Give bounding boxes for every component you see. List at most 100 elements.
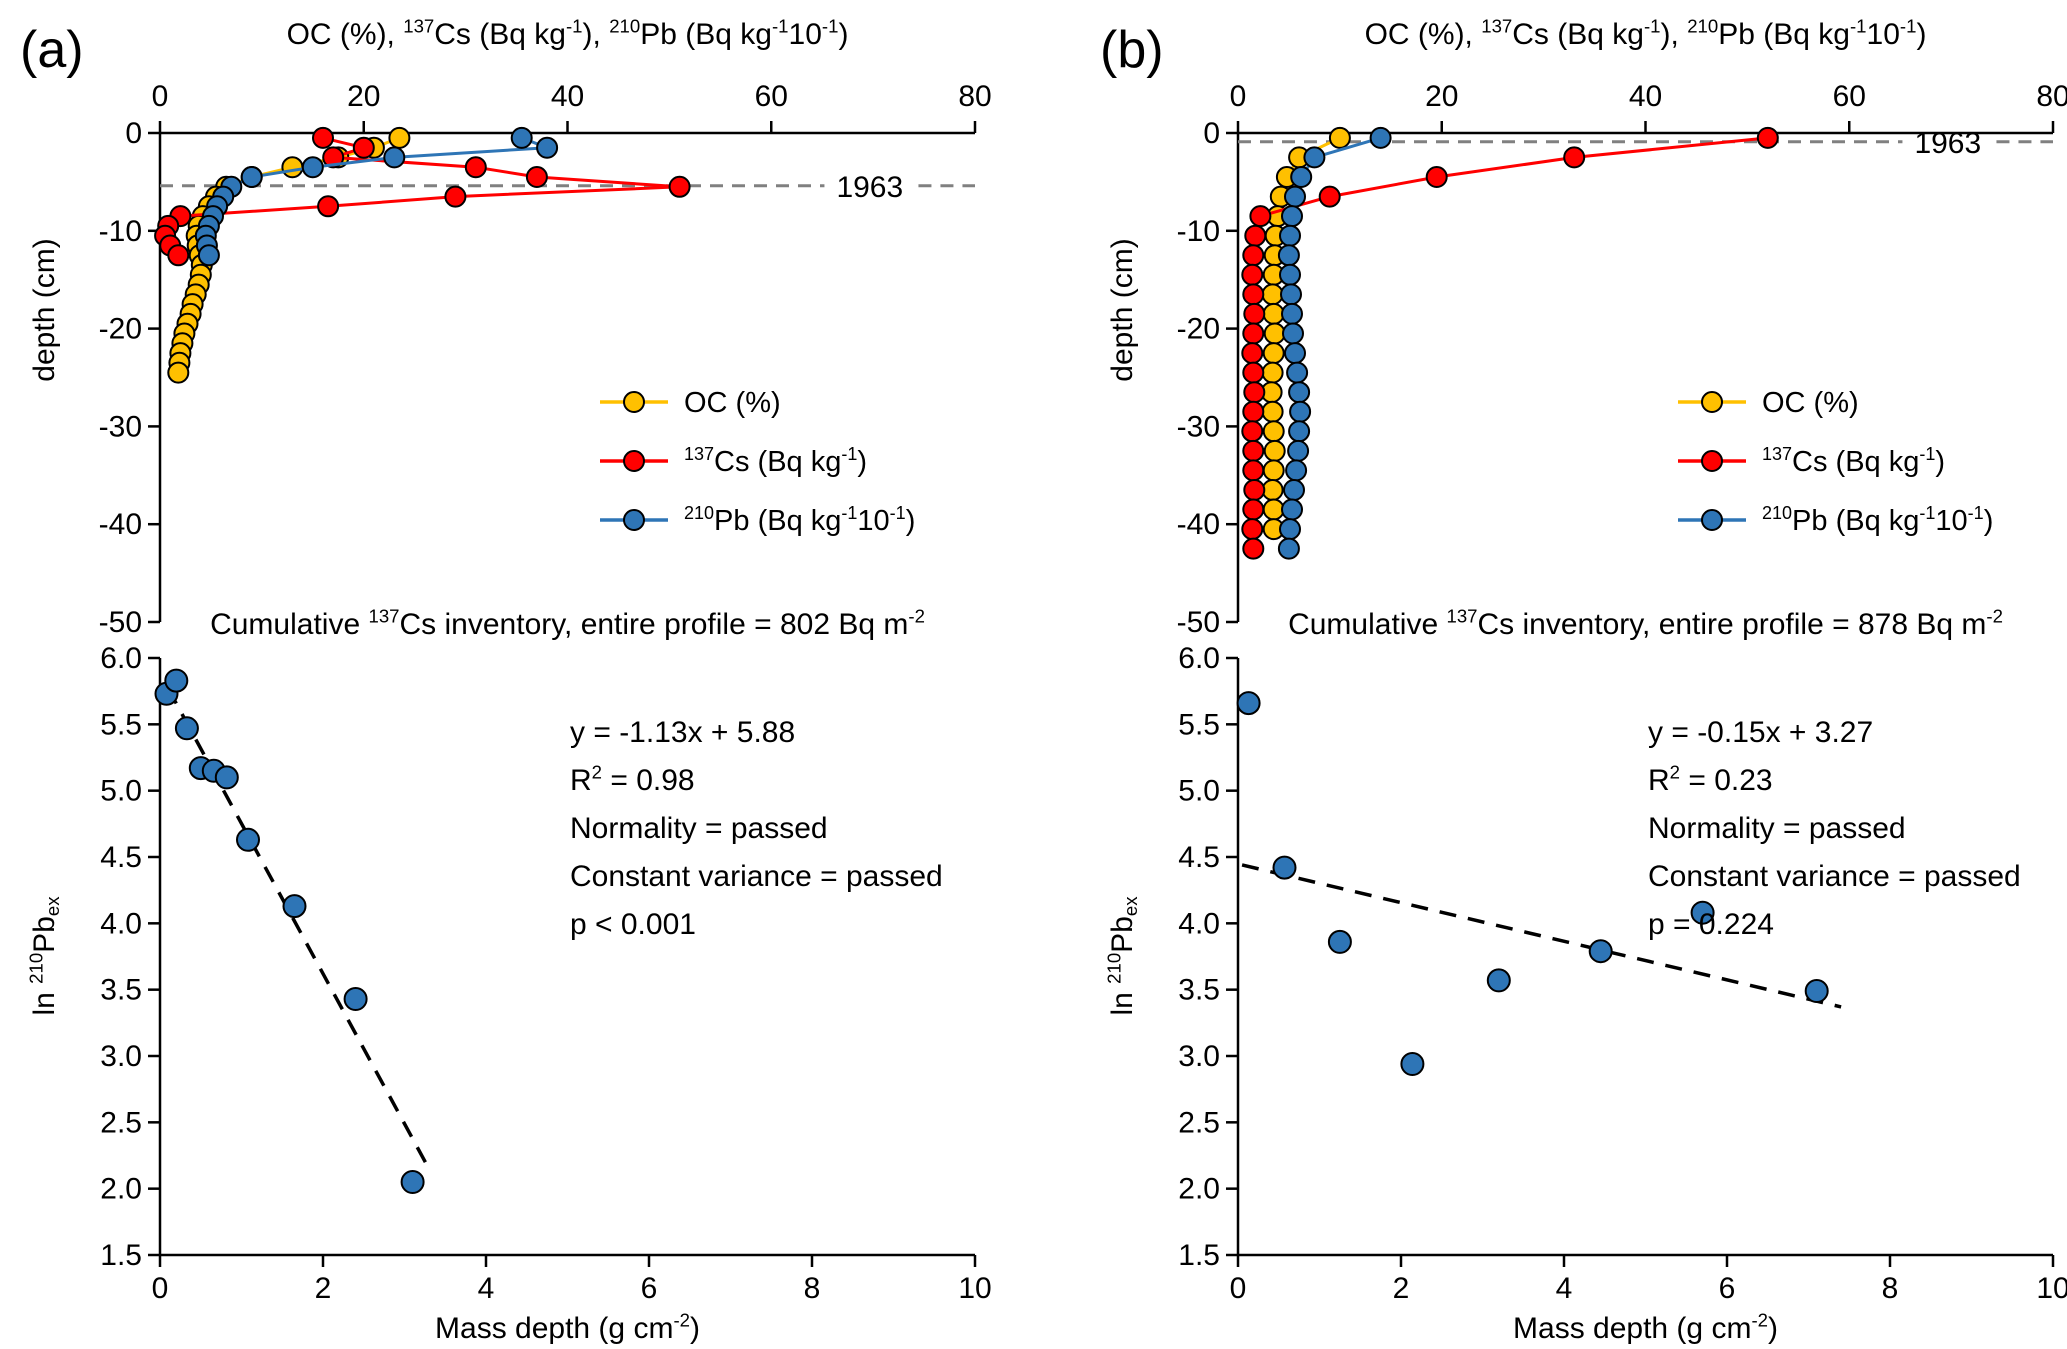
scatter-marker — [400, 1170, 425, 1194]
panel-label-b: (b) — [1100, 21, 1164, 79]
ref-line-label: 1963 — [1914, 127, 1981, 160]
chart-title: Cumulative 137Cs inventory, entire profi… — [210, 606, 925, 641]
series-marker — [1283, 479, 1305, 501]
y-tick-label: 2.5 — [1178, 1106, 1220, 1139]
series-marker — [322, 146, 345, 169]
ref-line-label: 1963 — [836, 171, 903, 204]
series-marker — [1563, 146, 1586, 169]
series-marker — [197, 244, 220, 267]
legend-label: 137Cs (Bq kg-1) — [684, 444, 867, 478]
x-tick-label: 6 — [641, 1272, 658, 1305]
y-tick-label: -20 — [99, 313, 142, 346]
scatter-marker — [236, 827, 260, 852]
depth-profile-chart: OC (%), 137Cs (Bq kg-1), 210Pb (Bq kg-11… — [28, 16, 992, 639]
y-axis-label: ln 210Pbex — [1104, 896, 1141, 1016]
series-marker — [1288, 381, 1311, 404]
series-marker — [1241, 518, 1264, 541]
series-marker — [668, 175, 691, 198]
legend: OC (%) 137Cs (Bq kg-1) 210Pb (Bq kg-110-1) — [600, 387, 915, 537]
series-marker — [510, 126, 533, 149]
regression-chart: Cumulative 137Cs inventory, entire profi… — [26, 606, 992, 1345]
x-tick-label: 80 — [958, 80, 991, 113]
y-tick-label: -50 — [99, 606, 142, 639]
legend-marker — [623, 391, 645, 413]
y-tick-label: 2.0 — [1178, 1173, 1220, 1206]
series-marker — [1242, 400, 1265, 423]
series-marker — [1261, 400, 1284, 423]
stats-line: Constant variance = passed — [1648, 860, 2021, 893]
series-marker — [1756, 126, 1779, 149]
x-tick-label: 10 — [2036, 1272, 2067, 1305]
legend-label: 210Pb (Bq kg-110-1) — [684, 503, 915, 537]
y-tick-label: 5.0 — [100, 775, 142, 808]
regression-chart: Cumulative 137Cs inventory, entire profi… — [1104, 606, 2067, 1345]
y-tick-label: 4.0 — [100, 907, 142, 940]
series-marker — [1277, 244, 1300, 267]
y-tick-label: 2.0 — [100, 1173, 142, 1206]
series-marker — [1261, 283, 1284, 306]
series-marker — [1262, 420, 1285, 443]
y-tick-label: -30 — [99, 410, 142, 443]
series-marker — [1262, 342, 1285, 365]
x-tick-label: 0 — [152, 80, 169, 113]
series-marker — [1290, 166, 1313, 188]
y-tick-label: 6.0 — [1178, 642, 1220, 675]
series-marker — [1318, 185, 1341, 208]
depth-profile-chart: OC (%), 137Cs (Bq kg-1), 210Pb (Bq kg-11… — [1106, 16, 2067, 639]
y-tick-label: 5.5 — [100, 708, 142, 741]
series-marker — [1289, 400, 1312, 423]
x-tick-label: 2 — [1393, 1272, 1410, 1305]
series-marker — [383, 146, 406, 169]
series-marker — [1280, 283, 1302, 306]
series-1 — [1241, 126, 1779, 560]
y-tick-label: 3.5 — [1178, 974, 1220, 1007]
scatter-marker — [1236, 691, 1261, 716]
y-axis-label: depth (cm) — [1106, 238, 1139, 381]
series-marker — [1281, 205, 1303, 228]
y-tick-label: 6.0 — [100, 642, 142, 675]
legend-label: OC (%) — [1762, 387, 1859, 419]
stats-line: R2 = 0.23 — [1648, 762, 1773, 797]
series-marker — [1243, 381, 1266, 404]
scatter-marker — [174, 716, 199, 741]
scatter-marker — [1272, 855, 1297, 880]
stats-block: y = -0.15x + 3.27 R2 = 0.23 Normality = pa… — [1648, 716, 2021, 941]
stats-line: Normality = passed — [570, 812, 828, 845]
y-tick-label: 3.5 — [100, 974, 142, 1007]
x-tick-label: 4 — [478, 1272, 495, 1305]
series-marker — [536, 136, 559, 159]
y-tick-label: 4.5 — [1178, 841, 1220, 874]
y-tick-label: 1.5 — [100, 1239, 142, 1272]
stats-line: R2 = 0.98 — [570, 762, 695, 797]
stats-line: Constant variance = passed — [570, 860, 943, 893]
series-marker — [1277, 537, 1300, 560]
legend-marker — [623, 509, 645, 531]
series-marker — [167, 244, 190, 267]
legend: OC (%) 137Cs (Bq kg-1) 210Pb (Bq kg-110-1) — [1678, 387, 1993, 537]
y-tick-label: 5.0 — [1178, 775, 1220, 808]
series-marker — [1242, 537, 1265, 560]
series-marker — [1242, 498, 1265, 521]
stats-block: y = -1.13x + 5.88 R2 = 0.98 Normality = pa… — [570, 716, 943, 941]
stats-line: y = -1.13x + 5.88 — [570, 716, 795, 749]
series-marker — [301, 156, 324, 179]
series-marker — [1243, 302, 1266, 325]
series-marker — [1242, 459, 1265, 482]
x-tick-label: 6 — [1719, 1272, 1736, 1305]
series-marker — [1262, 498, 1285, 521]
y-tick-label: -10 — [1177, 215, 1220, 248]
series-marker — [1287, 439, 1310, 462]
y-tick-label: 5.5 — [1178, 708, 1220, 741]
x-tick-label: 8 — [1882, 1272, 1899, 1305]
series-marker — [1282, 322, 1304, 345]
y-tick-label: 4.0 — [1178, 907, 1220, 940]
scatter-marker — [164, 668, 189, 693]
series-2 — [1277, 126, 1392, 560]
legend-label: 137Cs (Bq kg-1) — [1762, 444, 1945, 478]
x-tick-label: 60 — [755, 80, 788, 113]
series-marker — [1249, 205, 1272, 228]
x-tick-label: 60 — [1833, 80, 1866, 113]
scatter-marker — [1327, 929, 1352, 954]
series-marker — [388, 126, 411, 149]
